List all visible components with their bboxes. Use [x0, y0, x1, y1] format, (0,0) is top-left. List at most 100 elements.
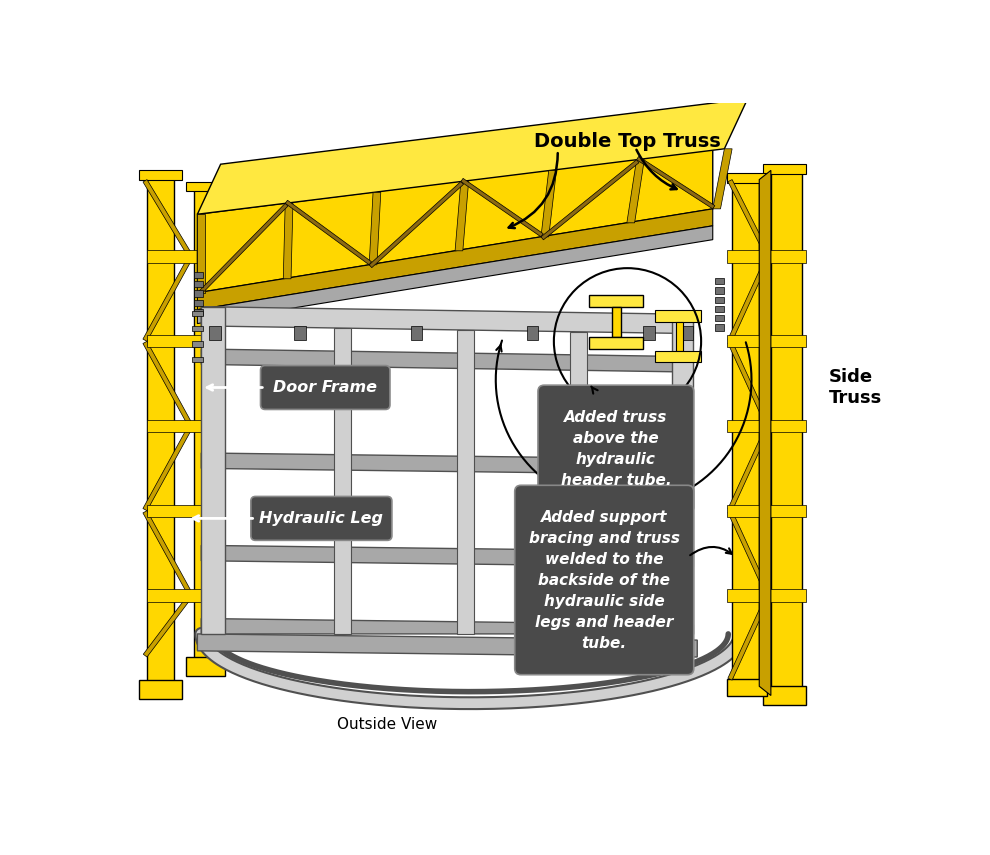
Polygon shape — [147, 335, 217, 347]
Polygon shape — [143, 510, 193, 598]
Polygon shape — [144, 593, 193, 657]
Bar — [209, 326, 221, 339]
Polygon shape — [143, 424, 193, 510]
Polygon shape — [671, 315, 693, 634]
Bar — [527, 326, 539, 339]
Bar — [193, 309, 203, 315]
Polygon shape — [186, 657, 225, 676]
Bar — [715, 324, 725, 331]
Polygon shape — [201, 453, 693, 475]
Polygon shape — [197, 149, 713, 292]
Polygon shape — [713, 149, 733, 209]
Text: Hydraulic Leg: Hydraulic Leg — [259, 511, 383, 526]
Polygon shape — [285, 200, 371, 265]
Text: Added truss
above the
hydraulic
header tube.: Added truss above the hydraulic header t… — [560, 410, 671, 488]
Polygon shape — [727, 420, 806, 432]
Polygon shape — [147, 420, 217, 432]
Polygon shape — [193, 187, 217, 664]
Polygon shape — [201, 349, 693, 372]
Bar — [715, 315, 725, 321]
Polygon shape — [201, 307, 693, 333]
Polygon shape — [728, 180, 771, 259]
Polygon shape — [771, 170, 802, 695]
Text: Double Top Truss: Double Top Truss — [535, 132, 722, 150]
Bar — [192, 310, 203, 315]
Polygon shape — [759, 170, 771, 695]
Bar — [715, 287, 725, 293]
Polygon shape — [763, 164, 806, 174]
Polygon shape — [727, 504, 806, 517]
Bar — [192, 326, 203, 331]
Polygon shape — [201, 545, 693, 567]
Polygon shape — [457, 330, 474, 634]
Polygon shape — [186, 182, 225, 192]
Text: Added support
bracing and truss
welded to the
backside of the
hydraulic side
leg: Added support bracing and truss welded t… — [529, 510, 680, 651]
Polygon shape — [140, 170, 182, 180]
Polygon shape — [143, 180, 193, 259]
Polygon shape — [727, 251, 806, 262]
FancyBboxPatch shape — [250, 497, 392, 540]
Bar — [193, 272, 203, 278]
FancyBboxPatch shape — [515, 486, 694, 675]
Polygon shape — [727, 335, 806, 347]
Text: Outside View: Outside View — [338, 717, 438, 732]
Polygon shape — [143, 255, 193, 341]
Polygon shape — [455, 181, 468, 251]
Polygon shape — [654, 310, 701, 322]
Polygon shape — [369, 192, 381, 265]
Bar — [411, 326, 422, 339]
Polygon shape — [728, 255, 771, 341]
Polygon shape — [147, 589, 217, 602]
Polygon shape — [637, 156, 715, 209]
Polygon shape — [541, 171, 556, 237]
Polygon shape — [201, 618, 693, 634]
Polygon shape — [570, 332, 587, 634]
Polygon shape — [763, 687, 806, 705]
Polygon shape — [589, 295, 643, 307]
Polygon shape — [197, 634, 697, 657]
Polygon shape — [334, 328, 351, 634]
Polygon shape — [197, 209, 713, 310]
Polygon shape — [197, 215, 205, 292]
Polygon shape — [369, 181, 463, 268]
Bar — [715, 297, 725, 303]
Polygon shape — [612, 307, 622, 338]
Text: Door Frame: Door Frame — [273, 380, 377, 395]
Polygon shape — [728, 424, 771, 510]
Polygon shape — [147, 251, 217, 262]
Polygon shape — [733, 180, 759, 687]
Polygon shape — [728, 593, 771, 680]
Bar — [715, 278, 725, 285]
Bar — [643, 326, 654, 339]
Polygon shape — [197, 203, 288, 296]
Bar — [193, 281, 203, 287]
FancyBboxPatch shape — [538, 386, 694, 513]
Bar — [193, 291, 203, 297]
Polygon shape — [201, 307, 225, 634]
Polygon shape — [728, 510, 771, 598]
Polygon shape — [727, 589, 806, 602]
Bar — [192, 357, 203, 362]
FancyBboxPatch shape — [260, 366, 390, 410]
Polygon shape — [147, 504, 217, 517]
Polygon shape — [461, 179, 544, 237]
Polygon shape — [589, 338, 643, 349]
Polygon shape — [727, 174, 767, 183]
Polygon shape — [143, 341, 193, 428]
Polygon shape — [283, 203, 293, 279]
Polygon shape — [727, 679, 767, 695]
Bar — [192, 341, 203, 346]
Polygon shape — [675, 322, 683, 351]
Polygon shape — [197, 98, 747, 215]
Polygon shape — [627, 160, 644, 223]
Text: Side
Truss: Side Truss — [829, 369, 882, 407]
Polygon shape — [197, 226, 713, 323]
Polygon shape — [654, 351, 701, 362]
Polygon shape — [728, 341, 771, 428]
Bar — [294, 326, 306, 339]
Bar — [715, 306, 725, 312]
Bar — [193, 300, 203, 306]
Polygon shape — [147, 176, 174, 687]
Polygon shape — [541, 160, 639, 239]
Bar — [682, 326, 693, 339]
